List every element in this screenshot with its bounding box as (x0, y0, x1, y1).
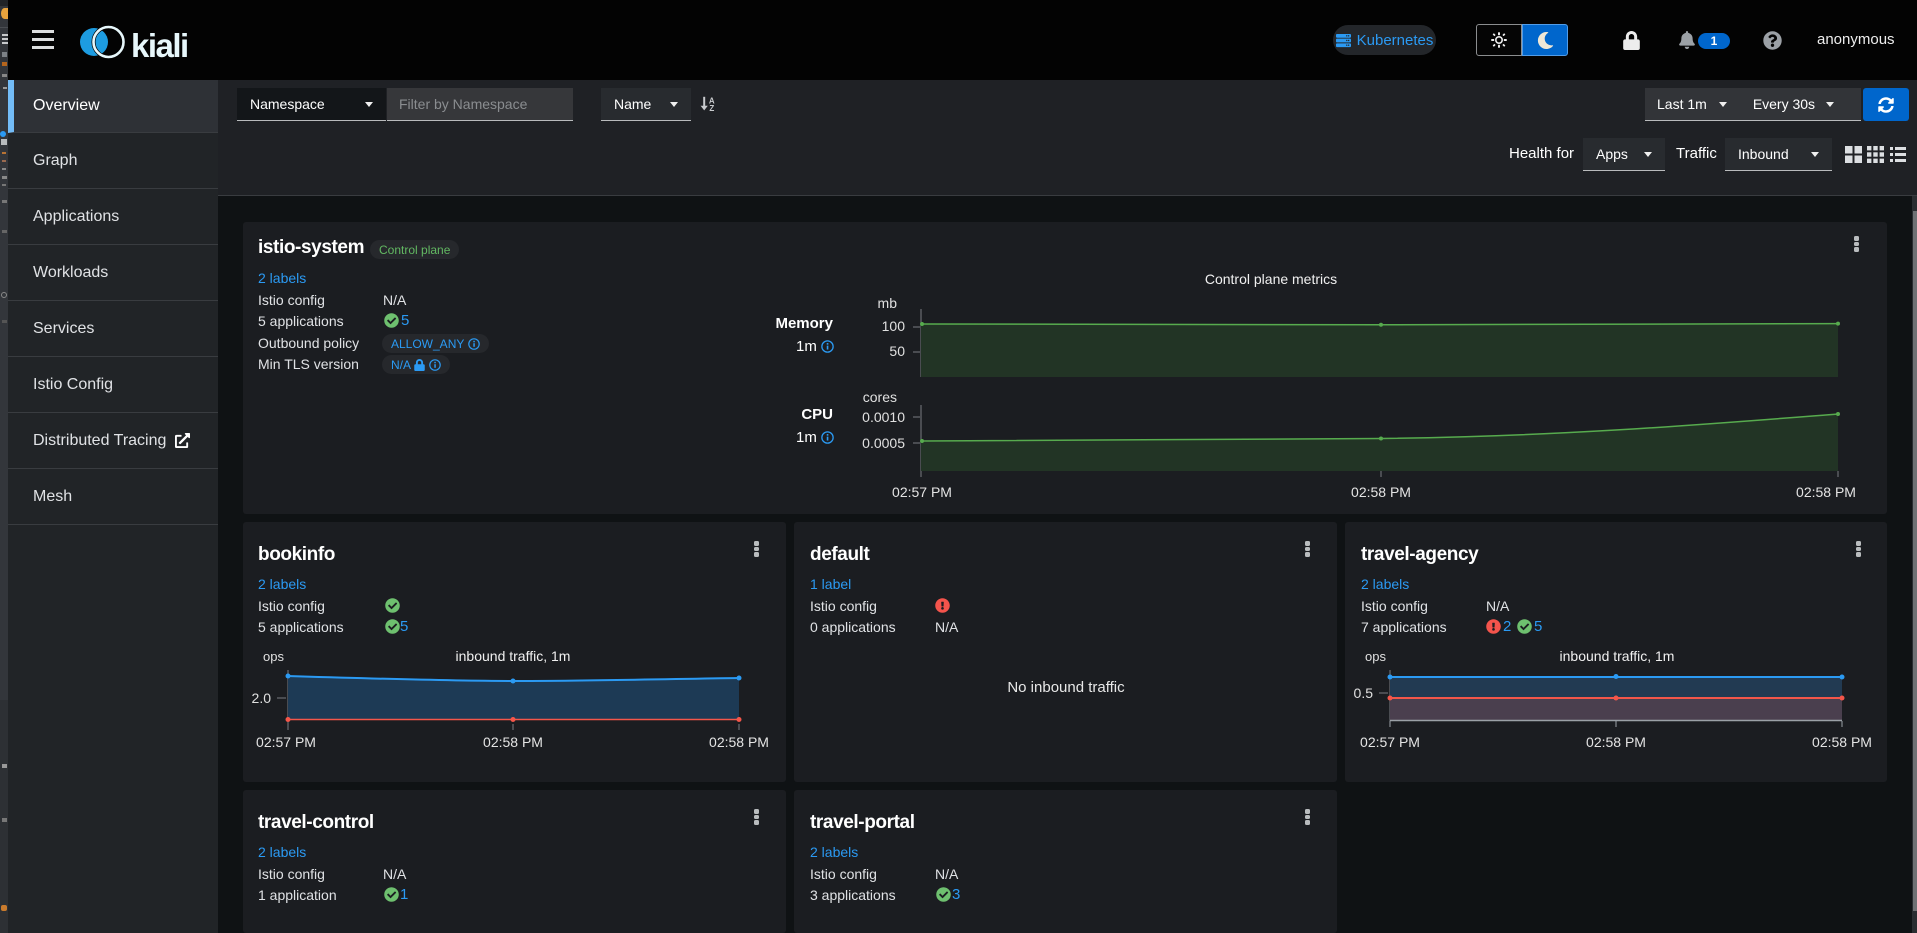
svg-text:0.0005: 0.0005 (862, 435, 905, 451)
svg-text:02:57 PM: 02:57 PM (1360, 734, 1420, 750)
svg-text:02:57 PM: 02:57 PM (892, 484, 952, 500)
svg-text:0.5: 0.5 (1354, 685, 1374, 701)
svg-text:02:58 PM: 02:58 PM (709, 734, 769, 750)
svg-text:100: 100 (882, 318, 906, 334)
svg-text:02:58 PM: 02:58 PM (1812, 734, 1872, 750)
svg-text:50: 50 (889, 343, 905, 359)
svg-text:2.0: 2.0 (252, 690, 272, 706)
svg-text:Z: Z (709, 104, 714, 112)
svg-text:0.0010: 0.0010 (862, 409, 905, 425)
svg-text:ops: ops (1365, 649, 1386, 664)
svg-text:A: A (709, 96, 715, 105)
svg-text:02:58 PM: 02:58 PM (1586, 734, 1646, 750)
svg-text:02:58 PM: 02:58 PM (483, 734, 543, 750)
svg-text:02:57 PM: 02:57 PM (256, 734, 316, 750)
svg-text:inbound traffic, 1m: inbound traffic, 1m (456, 648, 571, 664)
svg-text:02:58 PM: 02:58 PM (1796, 484, 1856, 500)
svg-text:mb: mb (878, 295, 898, 311)
svg-text:ops: ops (263, 649, 284, 664)
svg-text:cores: cores (863, 389, 897, 405)
svg-text:inbound traffic, 1m: inbound traffic, 1m (1560, 648, 1675, 664)
svg-text:02:58 PM: 02:58 PM (1351, 484, 1411, 500)
